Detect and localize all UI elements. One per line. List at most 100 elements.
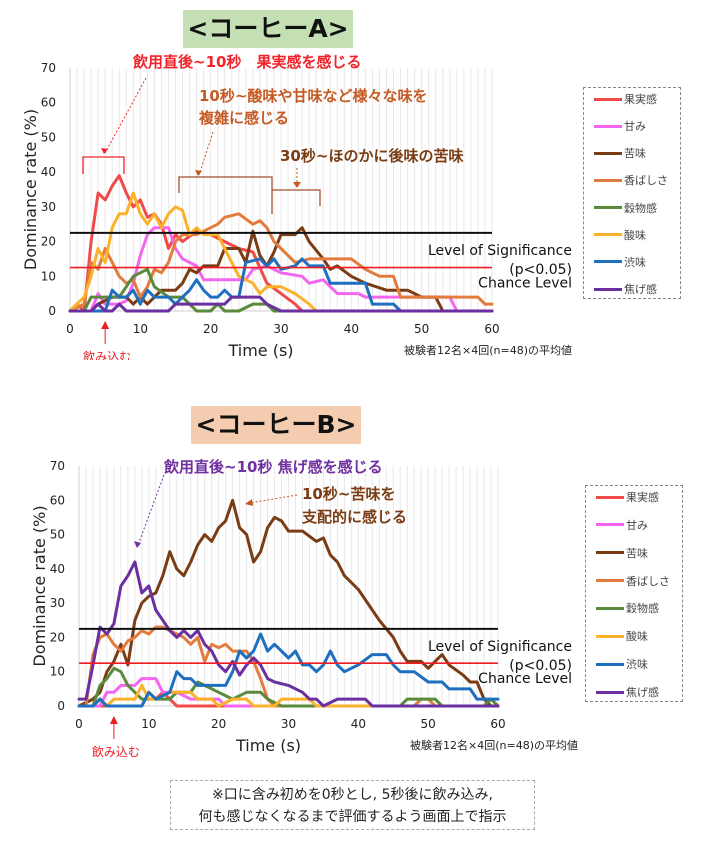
legend-swatch: [596, 606, 624, 610]
x-tick-label: 30: [273, 322, 288, 336]
legend-label: 焦げ感: [626, 686, 659, 699]
series-line-酸味: [77, 683, 500, 708]
legend-swatch: [594, 260, 622, 264]
series-line-焦げ感: [77, 560, 500, 708]
coffee-a-chart: 0 10 20 30 40 50 60 70 0 10 20 30 40 50 60 Time (s) Domi…: [21, 53, 572, 360]
x-tick-label: 0: [75, 717, 83, 731]
bracket-complex: [178, 176, 273, 214]
legend-item: 苦味: [594, 145, 646, 161]
series-line-甘み: [77, 677, 500, 708]
bracket-aftertaste: [272, 189, 321, 206]
y-tick-label: 10: [50, 665, 65, 679]
legend-swatch: [594, 124, 622, 128]
legend-label: 甘み: [624, 120, 646, 134]
x-tick-label: 30: [281, 717, 296, 731]
significance-label: Level of Significance: [428, 243, 572, 259]
y-axis-label: Dominance rate (%): [21, 109, 40, 270]
y-tick-label: 30: [41, 200, 56, 214]
annotation-bitter-line1: 10秒~苦味を: [302, 485, 395, 503]
legend-item: 酸味: [596, 628, 648, 644]
coffee-a-title: <コーヒーA>: [183, 10, 353, 48]
y-tick-label: 70: [50, 459, 65, 473]
x-tick-label: 40: [344, 322, 359, 336]
annotation-aftertaste: 30秒~ほのかに後味の苦味: [280, 147, 463, 165]
y-tick-label: 50: [41, 130, 56, 144]
coffee-b-title: <コーヒーB>: [191, 406, 361, 444]
coffee-b-legend: 果実感 甘み 苦味 香ばしさ 穀物感 酸味 渋味 焦げ感: [585, 485, 683, 702]
y-tick-label: 30: [50, 596, 65, 610]
coffee-a-legend: 果実感甘み苦味香ばしさ穀物感酸味渋味焦げ感: [583, 87, 681, 299]
legend-label: 苦味: [626, 546, 648, 560]
series-line-渋味: [68, 257, 494, 313]
chance-level-label: Chance Level: [478, 276, 572, 292]
y-tick-label: 0: [57, 699, 65, 713]
legend-swatch: [594, 287, 622, 291]
annotation-arrowhead-fruity: [101, 148, 108, 154]
legend-label: 焦げ感: [624, 283, 657, 296]
legend-label: 穀物感: [626, 602, 659, 616]
coffee-b-chart: 0 10 20 30 40 50 60 70 0 10 20 30 40 50 60 Time (s) Domi…: [30, 458, 578, 759]
swallow-label: 飲み込む: [92, 744, 140, 759]
x-tick-label: 60: [484, 322, 499, 336]
legend-label: 果実感: [624, 93, 657, 106]
legend-swatch: [596, 634, 624, 638]
x-tick-label: 50: [421, 717, 436, 731]
x-tick-label: 50: [414, 322, 429, 336]
legend-item: 苦味: [596, 545, 648, 561]
x-tick-label: 10: [133, 322, 148, 336]
legend-item: 穀物感: [594, 200, 657, 216]
legend-swatch: [594, 151, 622, 155]
annotation-complex-line1: 10秒~酸味や甘味など様々な味を: [199, 87, 427, 105]
y-tick-label: 60: [41, 96, 56, 110]
swallow-arrow-head: [109, 716, 118, 724]
series-line-香ばしさ: [68, 212, 494, 313]
annotation-burnt: 飲用直後~10秒 焦げ感を感じる: [163, 458, 383, 476]
series-line-酸味: [68, 191, 494, 313]
series-line-果実感: [68, 174, 494, 313]
legend-item: 酸味: [594, 227, 646, 243]
y-tick-label: 50: [50, 528, 65, 542]
swallow-arrow-head: [101, 321, 110, 329]
annotation-fruity: 飲用直後~10秒 果実感を感じる: [132, 53, 361, 71]
x-tick-label: 0: [66, 322, 74, 336]
legend-label: 酸味: [626, 630, 648, 644]
annotation-arrow-bitter: [249, 494, 298, 504]
legend-label: 苦味: [624, 147, 646, 161]
legend-label: 甘み: [626, 518, 648, 532]
y-axis-label: Dominance rate (%): [30, 505, 49, 666]
x-axis-label: Time (s): [227, 341, 293, 360]
legend-label: 穀物感: [624, 201, 657, 215]
legend-item: 果実感: [594, 91, 657, 107]
bracket-fruity: [82, 156, 125, 174]
sample-note: 被験者12名×4回(n=48)の平均値: [404, 343, 572, 357]
y-tick-label: 70: [41, 61, 56, 75]
legend-swatch: [594, 97, 622, 101]
chance-level-label: Chance Level: [478, 671, 572, 687]
annotation-arrowhead-bitter: [245, 499, 253, 506]
legend-swatch: [596, 551, 624, 555]
series-line-渋味: [77, 632, 500, 708]
series-line-甘み: [68, 226, 494, 313]
y-tick-label: 0: [48, 304, 56, 318]
x-tick-label: 20: [203, 322, 218, 336]
y-tick-label: 20: [50, 630, 65, 644]
legend-item: 渋味: [594, 254, 646, 270]
legend-label: 香ばしさ: [624, 174, 668, 188]
legend-swatch: [596, 579, 624, 583]
significance-p-label: (p<0.05): [509, 658, 572, 674]
legend-item: 香ばしさ: [594, 172, 668, 188]
annotation-arrowhead-burnt: [134, 541, 141, 548]
significance-label: Level of Significance: [428, 639, 572, 655]
annotation-complex-line2: 複雑に感じる: [198, 109, 289, 127]
footnote-line-1: ※口に含み初めを0秒とし, 5秒後に飲み込み,: [212, 787, 493, 803]
legend-item: 甘み: [596, 517, 648, 533]
legend-swatch: [596, 662, 624, 666]
legend-label: 酸味: [624, 228, 646, 242]
sample-note: 被験者12名×4回(n=48)の平均値: [410, 738, 578, 752]
legend-swatch: [596, 690, 624, 694]
legend-item: 焦げ感: [594, 281, 657, 297]
series-line-焦げ感: [68, 295, 494, 313]
x-tick-label: 20: [211, 717, 226, 731]
annotation-bitter-line2: 支配的に感じる: [301, 508, 407, 526]
legend-swatch: [596, 523, 624, 527]
